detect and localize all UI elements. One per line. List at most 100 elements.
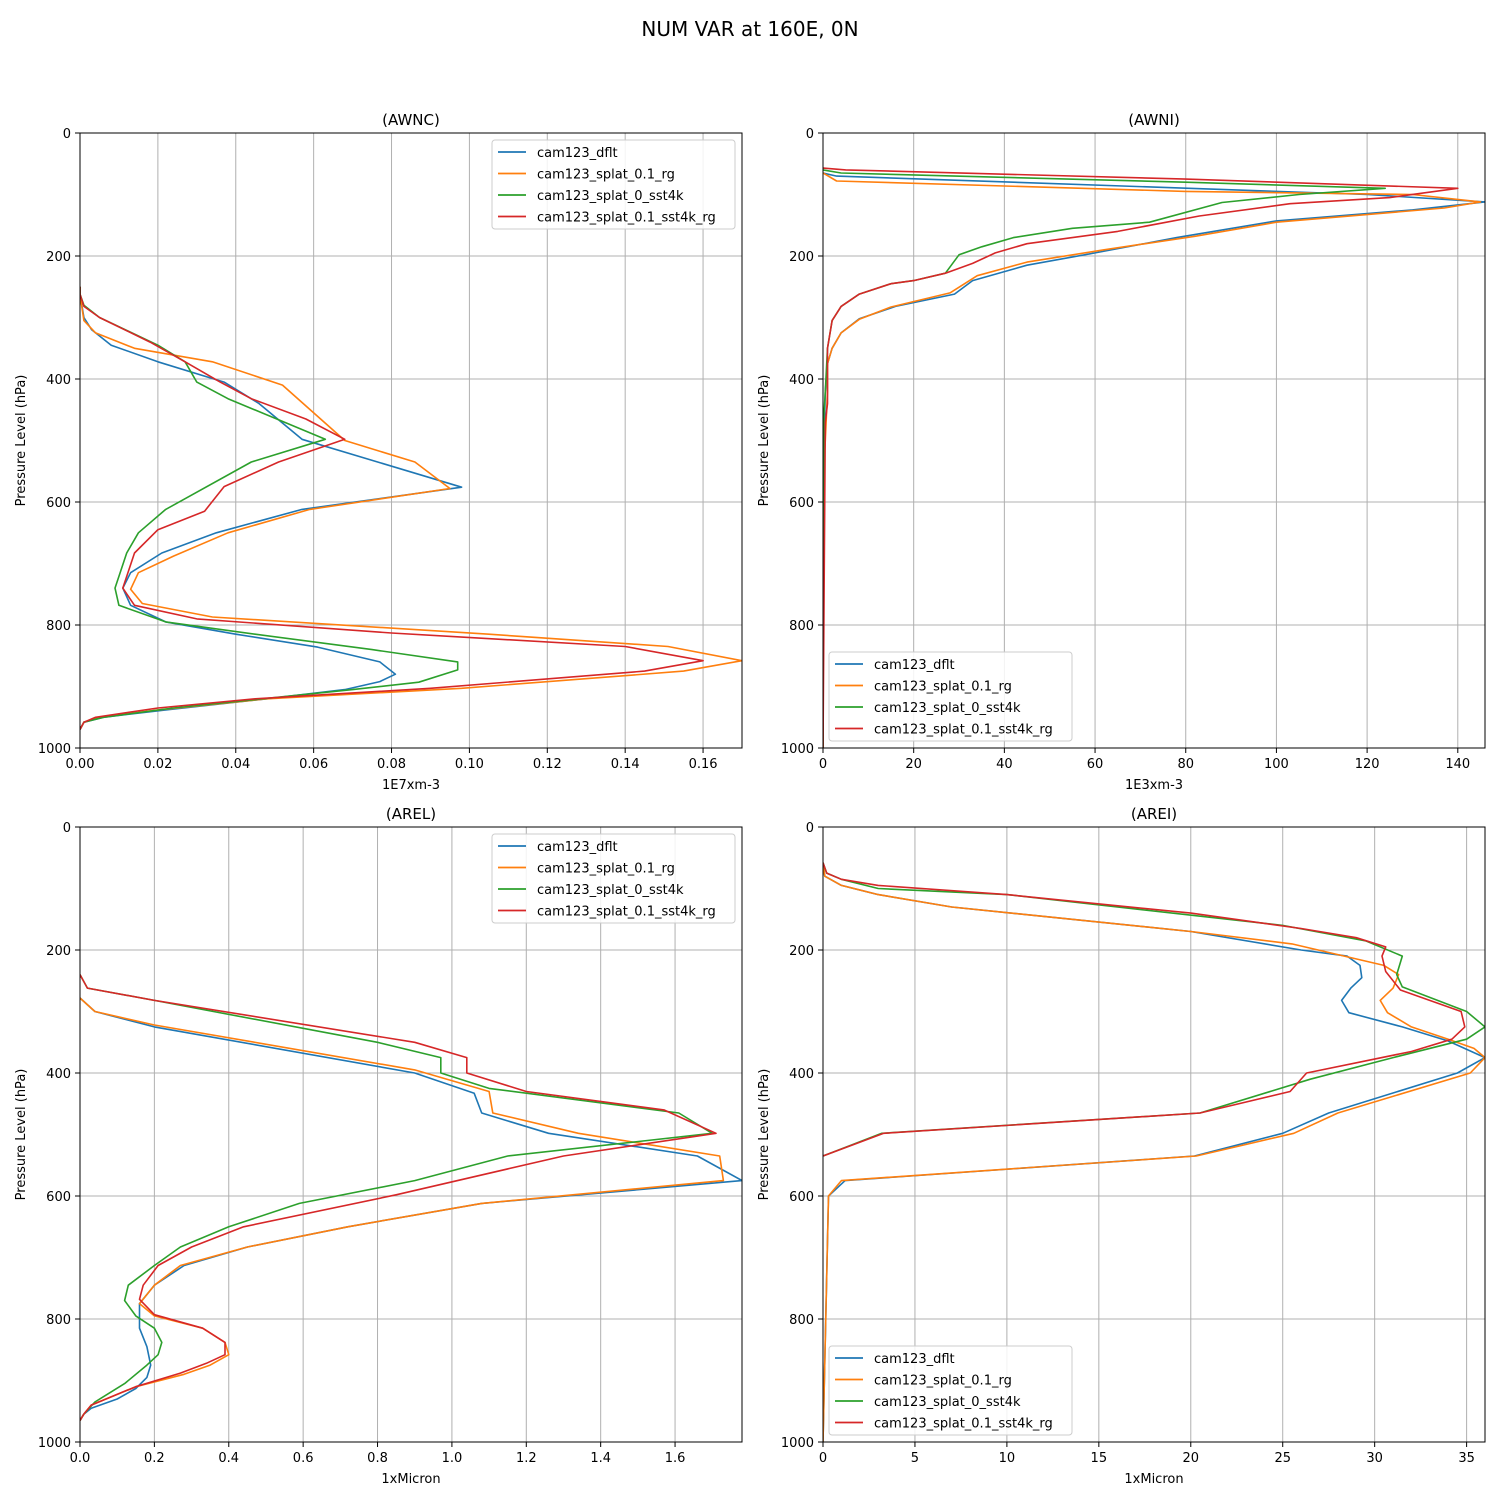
x-tick-label: 30 [1366, 1451, 1383, 1466]
panel-awni: 0 20 40 60 80 100 120 140 0 200 400 600 800 1000 (AWNI… [757, 111, 1486, 793]
y-tick-label: 200 [46, 944, 71, 959]
x-tick-label: 1.2 [516, 1451, 537, 1466]
legend-label: cam123_splat_0.1_sst4k_rg [874, 1417, 1053, 1432]
y-tick-label: 200 [789, 944, 814, 959]
series-group [823, 862, 1485, 1442]
x-tick-label: 0.8 [367, 1451, 388, 1466]
legend-box [828, 651, 1073, 742]
series-line-cam123-splat-0-sst4k [80, 974, 714, 1421]
y-tick-label: 800 [789, 1313, 814, 1328]
legend-label: cam123_dflt [874, 658, 955, 673]
x-tick-label: 0 [819, 1451, 827, 1466]
y-axis-label: Pressure Level (hPa) [14, 375, 29, 507]
series-line-cam123-splat-0-1-rg [80, 997, 725, 1421]
panel-arel: 0.0 0.2 0.4 0.6 0.8 1.0 1.2 1.4 1.6 0 200 400 600 800… [14, 805, 743, 1487]
legend-box [828, 1345, 1073, 1436]
x-tick-label: 60 [1087, 757, 1104, 772]
legend-box [491, 139, 736, 230]
legend-label: cam123_dflt [874, 1352, 955, 1367]
y-axis-label: Pressure Level (hPa) [757, 1069, 772, 1201]
legend: cam123_dflt cam123_splat_0.1_rg cam123_spl… [491, 139, 736, 230]
axes-frame [79, 132, 743, 749]
x-tick-label: 0.14 [611, 757, 640, 772]
y-tick-label: 600 [46, 1190, 71, 1205]
x-tick-label: 0.08 [377, 757, 406, 772]
x-tick-label: 10 [999, 1451, 1016, 1466]
panel-title: (AWNI) [1128, 111, 1180, 129]
y-tick-label: 0 [63, 821, 71, 836]
x-tick-label: 0.2 [144, 1451, 165, 1466]
legend-label: cam123_splat_0.1_rg [874, 1374, 1012, 1389]
y-tick-label: 400 [789, 1067, 814, 1082]
y-tick-label: 600 [46, 496, 71, 511]
x-tick-label: 1.6 [665, 1451, 686, 1466]
legend-label: cam123_splat_0.1_sst4k_rg [537, 211, 716, 226]
legend-label: cam123_dflt [537, 146, 618, 161]
x-tick-label: 25 [1274, 1451, 1291, 1466]
x-tick-label: 0.06 [299, 757, 328, 772]
x-tick-label: 0.12 [533, 757, 562, 772]
y-tick-label: 800 [46, 619, 71, 634]
x-axis-label: 1xMicron [1124, 1472, 1183, 1487]
legend-label: cam123_splat_0.1_rg [537, 862, 675, 877]
panel-awnc: 0.00 0.02 0.04 0.06 0.08 0.10 0.12 0.14 0.16 0 200… [14, 111, 743, 793]
x-tick-label: 20 [1183, 1451, 1200, 1466]
y-tick-label: 800 [789, 619, 814, 634]
x-tick-label: 0.0 [70, 1451, 91, 1466]
x-tick-label: 0.4 [218, 1451, 239, 1466]
series-line-cam123-splat-0-1-sst4k-rg [823, 167, 1459, 748]
series-line-cam123-splat-0-1-sst4k-rg [823, 862, 1466, 1157]
x-tick-label: 0.6 [293, 1451, 314, 1466]
y-tick-label: 600 [789, 1190, 814, 1205]
x-tick-label: 20 [905, 757, 922, 772]
panel-title: (AWNC) [382, 111, 440, 129]
series-line-cam123-splat-0-1-rg [823, 863, 1485, 1442]
y-tick-label: 1000 [38, 742, 71, 757]
legend-label: cam123_splat_0_sst4k [874, 1395, 1021, 1410]
y-tick-label: 1000 [38, 1436, 71, 1451]
axes-frame [822, 826, 1486, 1443]
legend-label: cam123_splat_0_sst4k [537, 883, 684, 898]
legend-label: cam123_dflt [537, 840, 618, 855]
y-tick-label: 400 [46, 373, 71, 388]
legend-label: cam123_splat_0.1_sst4k_rg [537, 905, 716, 920]
figure-suptitle: NUM VAR at 160E, 0N [641, 17, 858, 41]
x-tick-label: 5 [911, 1451, 919, 1466]
x-axis-label: 1xMicron [381, 1472, 440, 1487]
x-tick-label: 0.10 [455, 757, 484, 772]
legend-box [491, 833, 736, 924]
y-tick-label: 0 [63, 127, 71, 142]
y-tick-label: 0 [806, 821, 814, 836]
y-tick-label: 400 [46, 1067, 71, 1082]
panel-title: (AREL) [386, 805, 436, 823]
series-line-cam123-splat-0-1-sst4k-rg [80, 286, 704, 730]
legend: cam123_dflt cam123_splat_0.1_rg cam123_spl… [828, 1345, 1073, 1436]
panel-title: (AREI) [1131, 805, 1177, 823]
x-tick-label: 120 [1355, 757, 1380, 772]
x-axis-label: 1E3xm-3 [1125, 778, 1183, 793]
series-line-cam123-splat-0-1-sst4k-rg [80, 974, 717, 1421]
y-tick-label: 800 [46, 1313, 71, 1328]
x-tick-label: 1.4 [590, 1451, 611, 1466]
x-tick-label: 80 [1177, 757, 1194, 772]
y-axis-label: Pressure Level (hPa) [757, 375, 772, 507]
y-tick-label: 1000 [781, 1436, 814, 1451]
legend-label: cam123_splat_0_sst4k [537, 189, 684, 204]
y-tick-label: 600 [789, 496, 814, 511]
x-tick-label: 40 [996, 757, 1013, 772]
panel-arei: 0 5 10 15 20 25 30 35 0 200 400 600 800 1000 (AREI) 1xM… [757, 805, 1486, 1487]
legend-label: cam123_splat_0.1_sst4k_rg [874, 723, 1053, 738]
legend: cam123_dflt cam123_splat_0.1_rg cam123_spl… [828, 651, 1073, 742]
x-tick-label: 0.02 [143, 757, 172, 772]
legend-label: cam123_splat_0_sst4k [874, 701, 1021, 716]
x-tick-label: 1.0 [442, 1451, 463, 1466]
x-tick-label: 35 [1458, 1451, 1475, 1466]
x-tick-label: 0.04 [221, 757, 250, 772]
series-group [80, 286, 742, 730]
y-tick-label: 400 [789, 373, 814, 388]
x-tick-label: 0.00 [66, 757, 95, 772]
axes-frame [79, 826, 743, 1443]
y-tick-label: 1000 [781, 742, 814, 757]
